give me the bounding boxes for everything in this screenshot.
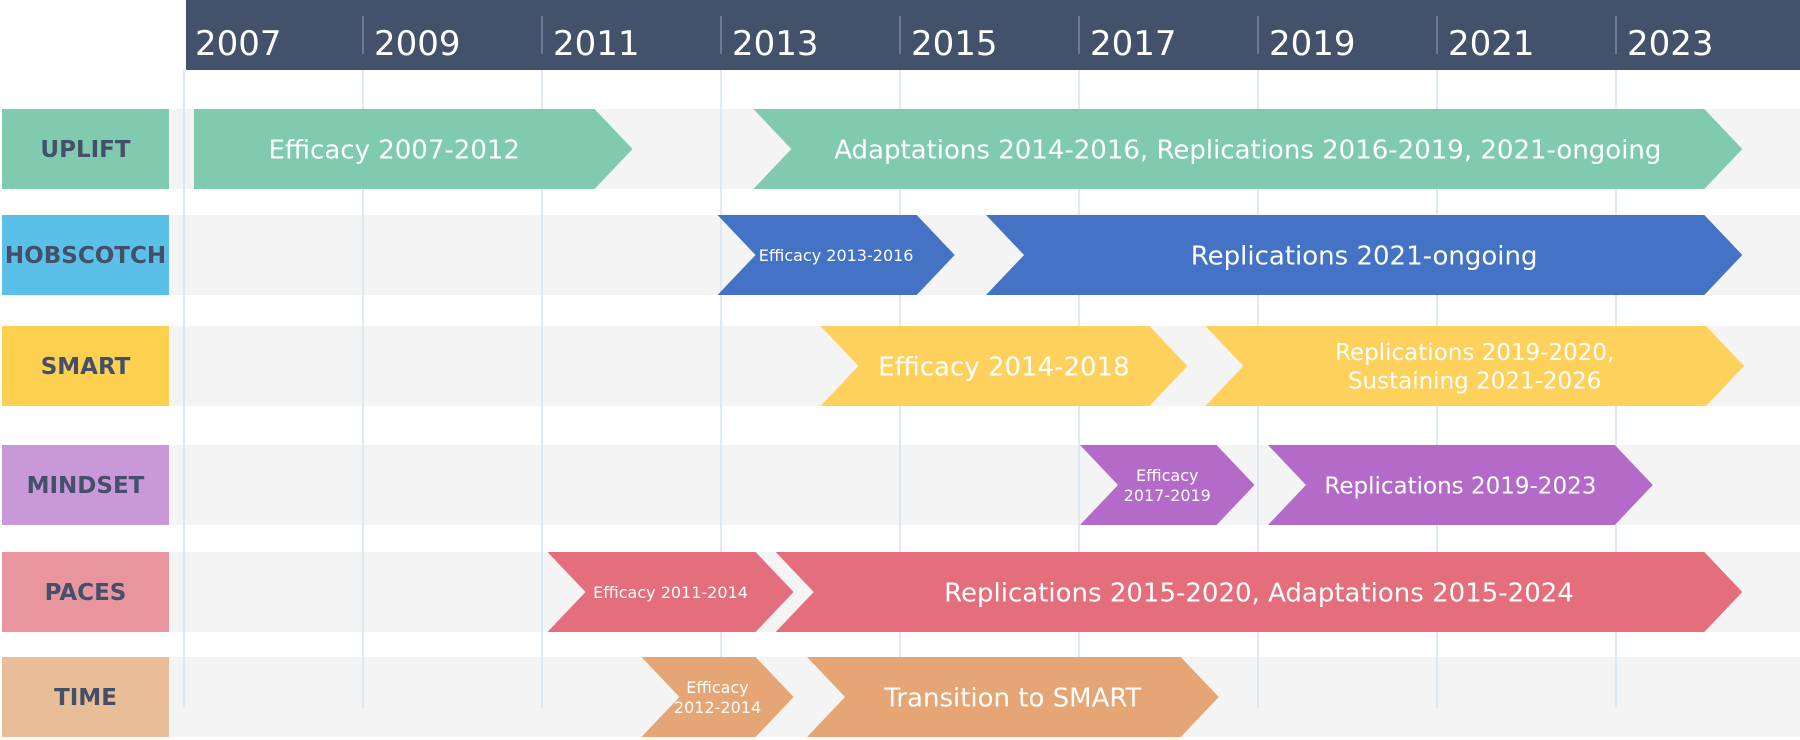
program-label-uplift: UPLIFT: [40, 137, 130, 163]
year-axis-header: 2007 2009 2011 2013 2015 2017 2019 2021 2023: [186, 0, 1800, 70]
phase-uplift-1-label: Efficacy 2007-2012: [268, 135, 519, 165]
year-tick-2011: 2011: [553, 24, 640, 64]
program-box-hobscotch: [2, 215, 169, 295]
program-box-uplift: [2, 109, 169, 189]
phase-hobscotch-2-label: Replications 2021-ongoing: [1191, 241, 1538, 271]
program-label-paces: PACES: [45, 580, 127, 606]
phase-paces-1-label: Efficacy 2011-2014: [593, 583, 748, 602]
program-label-time: TIME: [54, 685, 117, 711]
phase-smart-2-label-line1: Replications 2019-2020,: [1335, 340, 1614, 366]
phase-mindset-1-label-line2: 2017-2019: [1124, 486, 1211, 505]
phase-paces-2-arrow: [775, 552, 1743, 632]
phase-time-1-arrow: [641, 657, 794, 737]
program-label-smart: SMART: [41, 354, 131, 380]
phase-hobscotch-1-arrow: [717, 215, 955, 295]
phase-smart-1-label: Efficacy 2014-2018: [878, 352, 1129, 382]
program-box-time: [2, 657, 169, 737]
program-label-mindset: MINDSET: [27, 473, 145, 499]
year-header-bar: [186, 0, 1800, 70]
year-tick-2015: 2015: [911, 24, 998, 64]
phase-paces-1-arrow: [547, 552, 794, 632]
year-tick-2019: 2019: [1269, 24, 1356, 64]
year-tick-2017: 2017: [1090, 24, 1177, 64]
program-box-mindset: [2, 445, 169, 525]
year-tick-2023: 2023: [1627, 24, 1714, 64]
program-labels: UPLIFT HOBSCOTCH SMART MINDSET PACES TIME: [2, 109, 169, 737]
program-label-hobscotch: HOBSCOTCH: [5, 243, 166, 269]
phase-smart-2-label-line2: Sustaining 2021-2026: [1348, 369, 1601, 395]
program-box-smart: [2, 326, 169, 406]
program-phases: Efficacy 2007-2012 Adaptations 2014-2016,…: [193, 109, 1745, 737]
phase-mindset-1-label-line1: Efficacy: [1136, 466, 1198, 485]
phase-mindset-1-arrow: [1080, 445, 1255, 525]
phase-time-1-label-line2: 2012-2014: [674, 698, 761, 717]
phase-hobscotch-1-label: Efficacy 2013-2016: [759, 246, 914, 265]
year-tick-2007: 2007: [195, 24, 282, 64]
phase-uplift-1-arrow: [193, 109, 633, 189]
phase-uplift-2-label: Adaptations 2014-2016, Replications 2016…: [834, 135, 1661, 165]
phase-mindset-2-label: Replications 2019-2023: [1324, 473, 1596, 499]
row-bands: [168, 109, 1800, 737]
phase-time-2-label: Transition to SMART: [883, 683, 1141, 713]
phase-smart-1-arrow: [820, 326, 1188, 406]
phase-time-2-arrow: [807, 657, 1219, 737]
year-tick-2009: 2009: [374, 24, 461, 64]
phase-paces-2-label: Replications 2015-2020, Adaptations 2015…: [944, 578, 1574, 608]
phase-mindset-2-arrow: [1267, 445, 1653, 525]
year-tick-2013: 2013: [732, 24, 819, 64]
phase-uplift-2-arrow: [753, 109, 1743, 189]
year-tick-2021: 2021: [1448, 24, 1535, 64]
phase-smart-2-arrow: [1205, 326, 1745, 406]
phase-hobscotch-2-arrow: [986, 215, 1743, 295]
phase-time-1-label-line1: Efficacy: [686, 678, 748, 697]
program-box-paces: [2, 552, 169, 632]
